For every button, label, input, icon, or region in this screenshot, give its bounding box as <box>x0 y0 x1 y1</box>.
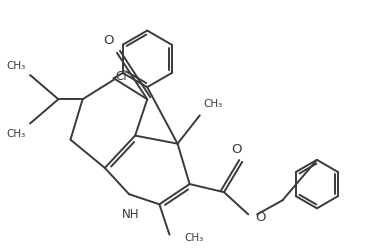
Text: Cl: Cl <box>116 69 127 82</box>
Text: CH₃: CH₃ <box>6 129 25 139</box>
Text: O: O <box>103 33 113 46</box>
Text: O: O <box>231 142 241 155</box>
Text: NH: NH <box>122 207 140 220</box>
Text: CH₃: CH₃ <box>6 61 25 71</box>
Text: O: O <box>256 210 266 223</box>
Text: CH₃: CH₃ <box>204 99 223 109</box>
Text: CH₃: CH₃ <box>185 232 204 242</box>
